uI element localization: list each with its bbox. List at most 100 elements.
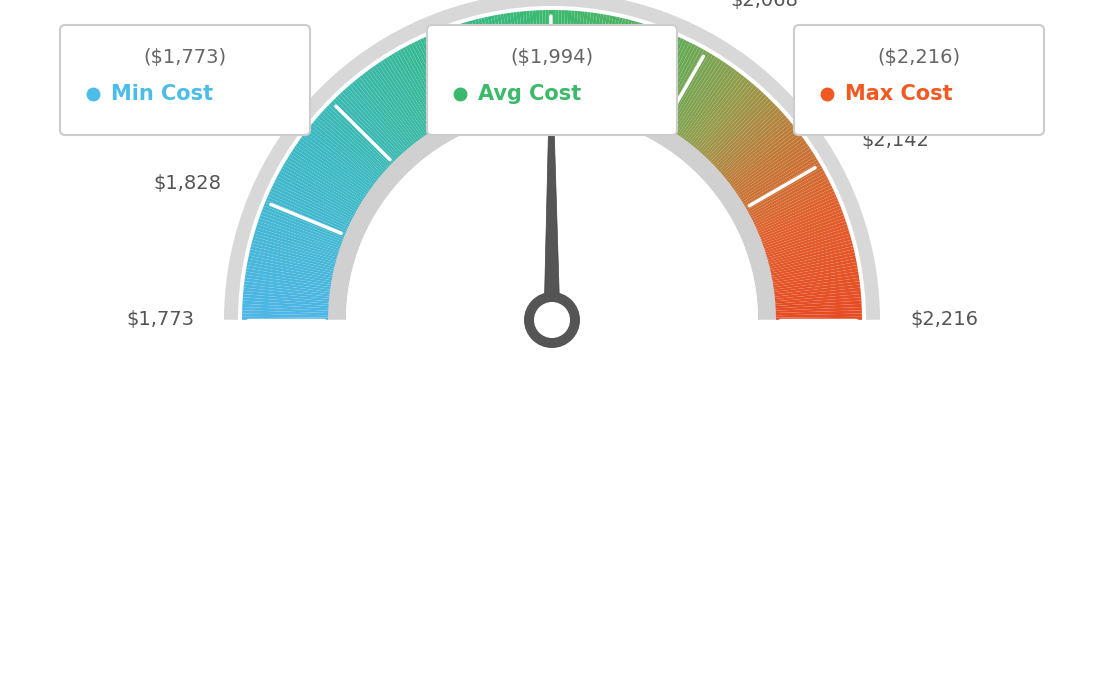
Wedge shape [523,11,533,101]
Wedge shape [743,165,822,212]
Wedge shape [684,73,742,146]
Text: $2,142: $2,142 [862,131,930,150]
Wedge shape [763,233,850,261]
Wedge shape [754,197,838,235]
Wedge shape [704,96,768,163]
Wedge shape [527,11,535,101]
Wedge shape [347,86,408,155]
Wedge shape [651,43,696,125]
Wedge shape [364,71,421,145]
Wedge shape [736,151,814,202]
Wedge shape [243,290,333,302]
Wedge shape [378,62,431,138]
Wedge shape [719,117,788,178]
Wedge shape [673,62,726,138]
Wedge shape [552,10,555,100]
Wedge shape [375,63,428,139]
Polygon shape [544,25,560,320]
Wedge shape [614,22,641,110]
Wedge shape [357,77,415,149]
Wedge shape [428,34,467,118]
Wedge shape [591,15,611,104]
Wedge shape [744,168,824,214]
Wedge shape [340,92,403,159]
Wedge shape [438,30,474,115]
Wedge shape [772,317,862,320]
Wedge shape [670,58,721,135]
Wedge shape [309,125,381,184]
Wedge shape [720,120,790,180]
Wedge shape [267,194,351,233]
Wedge shape [350,83,410,153]
Wedge shape [753,194,837,233]
Wedge shape [762,227,849,257]
Wedge shape [305,130,379,187]
Wedge shape [405,46,450,126]
Wedge shape [628,30,664,115]
Wedge shape [672,60,723,137]
Wedge shape [290,151,368,202]
Wedge shape [412,42,454,124]
Wedge shape [408,43,453,125]
Wedge shape [646,39,687,122]
Wedge shape [282,165,361,212]
Wedge shape [262,209,347,244]
Wedge shape [609,21,636,108]
Wedge shape [737,154,816,204]
Wedge shape [561,10,569,100]
Wedge shape [656,47,701,127]
Wedge shape [633,32,669,117]
Wedge shape [580,12,594,102]
Wedge shape [627,28,660,114]
Wedge shape [733,143,808,197]
Wedge shape [466,21,492,109]
Wedge shape [749,182,831,224]
Wedge shape [368,69,423,144]
Wedge shape [285,159,364,208]
Wedge shape [440,30,476,115]
Wedge shape [397,50,444,130]
Wedge shape [739,157,817,206]
Wedge shape [654,46,699,126]
Wedge shape [730,138,805,193]
Wedge shape [304,132,376,189]
Wedge shape [420,38,460,121]
Wedge shape [764,237,851,263]
Wedge shape [243,301,332,308]
Wedge shape [716,115,787,176]
Wedge shape [529,10,538,101]
Wedge shape [261,212,346,246]
Wedge shape [244,284,333,297]
Wedge shape [769,275,859,290]
Wedge shape [258,218,344,250]
Wedge shape [284,162,362,210]
Wedge shape [597,17,619,106]
Wedge shape [766,246,853,270]
Wedge shape [311,122,382,181]
Wedge shape [392,53,440,132]
Wedge shape [490,15,511,104]
Text: Min Cost: Min Cost [112,84,213,104]
Wedge shape [259,215,346,248]
Text: Avg Cost: Avg Cost [478,84,581,104]
Wedge shape [758,212,843,246]
Wedge shape [423,37,463,120]
Wedge shape [761,221,847,252]
Wedge shape [723,125,795,184]
Wedge shape [539,10,545,100]
Wedge shape [338,94,402,161]
Text: ($1,773): ($1,773) [144,48,226,68]
Wedge shape [247,262,336,281]
Wedge shape [294,146,370,198]
Wedge shape [389,55,438,133]
Wedge shape [270,188,353,228]
Wedge shape [750,185,832,226]
Wedge shape [696,86,757,155]
Wedge shape [447,27,479,113]
Wedge shape [330,101,396,166]
Wedge shape [246,265,336,284]
Wedge shape [735,148,811,200]
Wedge shape [569,11,577,101]
Wedge shape [772,310,862,315]
Wedge shape [641,37,681,120]
